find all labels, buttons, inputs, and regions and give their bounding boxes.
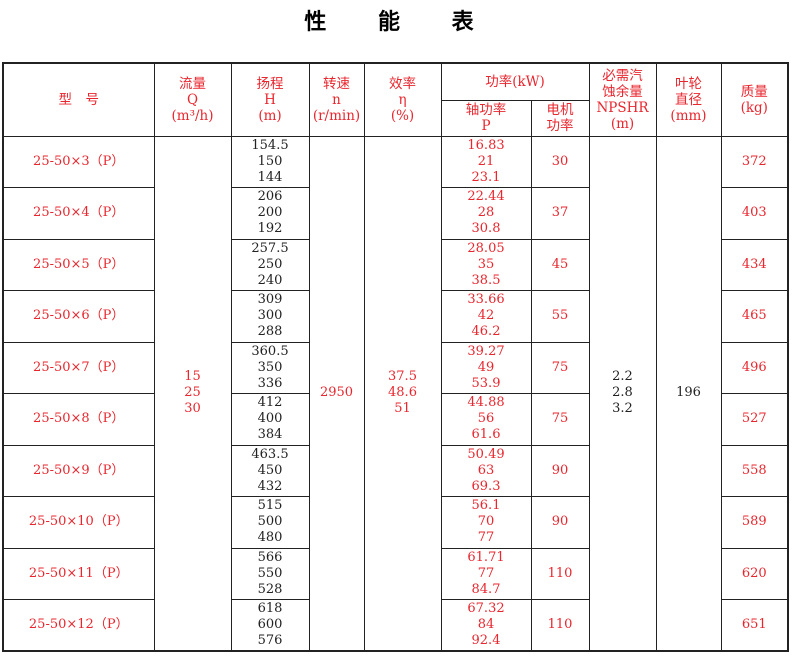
header-mass: 质量 (kg) [720,62,789,137]
mass-cell: 589 [720,496,789,549]
mass-cell: 558 [720,444,789,497]
performance-table: 型 号 流量 Q (m³/h) 扬程 H (m) 转速 n (r/min) 效率… [2,62,789,652]
shaft-power-cell: 67.32 84 92.4 [440,599,532,652]
table-row: 25-50×7（P） 360.5 350 336 39.27 49 53.9 75 49… [2,341,789,394]
model-cell: 25-50×7（P） [2,341,155,394]
motor-power-cell: 90 [530,496,590,549]
header-impeller: 叶轮 直径 (mm) [655,62,722,137]
header-flow: 流量 Q (m³/h) [153,62,232,137]
motor-power-cell: 30 [530,135,590,188]
mass-cell: 372 [720,135,789,188]
head-cell: 618 600 576 [230,599,310,652]
speed-cell: 2950 [308,135,365,652]
mass-cell: 465 [720,290,789,343]
motor-power-cell: 37 [530,187,590,240]
mass-cell: 620 [720,547,789,600]
motor-power-cell: 75 [530,341,590,394]
table-row: 25-50×12（P） 618 600 576 67.32 84 92.4 110 65… [2,599,789,652]
header-efficiency: 效率 η (%) [363,62,442,137]
mass-cell: 434 [720,238,789,291]
table-row: 25-50×3（P） 15 25 30 154.5 150 144 2950 37.5 … [2,135,789,652]
header-head: 扬程 H (m) [230,62,310,137]
model-cell: 25-50×12（P） [2,599,155,652]
page-title: 性 能 表 [304,10,496,35]
shaft-power-cell: 56.1 70 77 [440,496,532,549]
shaft-power-cell: 22.44 28 30.8 [440,187,532,240]
mass-cell: 403 [720,187,789,240]
table-row: 25-50×11（P） 566 550 528 61.71 77 84.7 110 62… [2,547,789,600]
motor-power-cell: 75 [530,393,590,446]
table-row: 25-50×10（P） 515 500 480 56.1 70 77 90 589 [2,496,789,549]
mass-cell: 527 [720,393,789,446]
shaft-power-cell: 16.83 21 23.1 [440,135,532,188]
flow-cell: 15 25 30 [153,135,232,652]
header-motor-power: 电机 功率 [530,99,590,137]
shaft-power-cell: 50.49 63 69.3 [440,444,532,497]
model-cell: 25-50×8（P） [2,393,155,446]
model-cell: 25-50×11（P） [2,547,155,600]
head-cell: 412 400 384 [230,393,310,446]
table-row: 25-50×8（P） 412 400 384 44.88 56 61.6 75 527 [2,393,789,446]
header-speed: 转速 n (r/min) [308,62,365,137]
model-cell: 25-50×10（P） [2,496,155,549]
mass-cell: 496 [720,341,789,394]
motor-power-cell: 110 [530,547,590,600]
model-cell: 25-50×4（P） [2,187,155,240]
model-cell: 25-50×3（P） [2,135,155,188]
model-cell: 25-50×5（P） [2,238,155,291]
header-model: 型 号 [2,62,155,137]
head-cell: 154.5 150 144 [230,135,310,188]
head-cell: 463.5 450 432 [230,444,310,497]
shaft-power-cell: 39.27 49 53.9 [440,341,532,394]
model-cell: 25-50×6（P） [2,290,155,343]
shaft-power-cell: 44.88 56 61.6 [440,393,532,446]
head-cell: 309 300 288 [230,290,310,343]
npshr-cell: 2.2 2.8 3.2 [588,135,657,652]
motor-power-cell: 110 [530,599,590,652]
header-npshr: 必需汽 蚀余量 NPSHR (m) [588,62,657,137]
header-shaft-power: 轴功率 P [440,99,532,137]
efficiency-cell: 37.5 48.6 51 [363,135,442,652]
head-cell: 515 500 480 [230,496,310,549]
head-cell: 257.5 250 240 [230,238,310,291]
motor-power-cell: 90 [530,444,590,497]
shaft-power-cell: 33.66 42 46.2 [440,290,532,343]
motor-power-cell: 45 [530,238,590,291]
head-cell: 206 200 192 [230,187,310,240]
shaft-power-cell: 28.05 35 38.5 [440,238,532,291]
model-cell: 25-50×9（P） [2,444,155,497]
head-cell: 360.5 350 336 [230,341,310,394]
shaft-power-cell: 61.71 77 84.7 [440,547,532,600]
header-power: 功率(kW) [440,62,590,101]
motor-power-cell: 55 [530,290,590,343]
table-row: 25-50×5（P） 257.5 250 240 28.05 35 38.5 45 43… [2,238,789,291]
impeller-cell: 196 [655,135,722,652]
head-cell: 566 550 528 [230,547,310,600]
table-row: 25-50×4（P） 206 200 192 22.44 28 30.8 37 403 [2,187,789,240]
mass-cell: 651 [720,599,789,652]
table-row: 25-50×6（P） 309 300 288 33.66 42 46.2 55 465 [2,290,789,343]
